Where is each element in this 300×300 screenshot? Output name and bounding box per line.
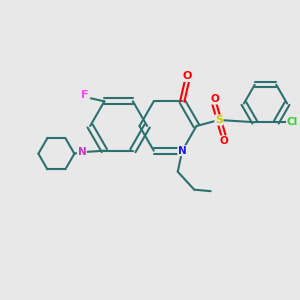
Text: F: F: [80, 90, 88, 100]
Text: O: O: [182, 71, 191, 81]
Text: O: O: [219, 136, 228, 146]
Text: S: S: [215, 115, 223, 125]
Text: N: N: [77, 147, 86, 157]
Text: O: O: [210, 94, 219, 104]
Text: Cl: Cl: [286, 117, 298, 127]
Text: N: N: [178, 146, 187, 156]
